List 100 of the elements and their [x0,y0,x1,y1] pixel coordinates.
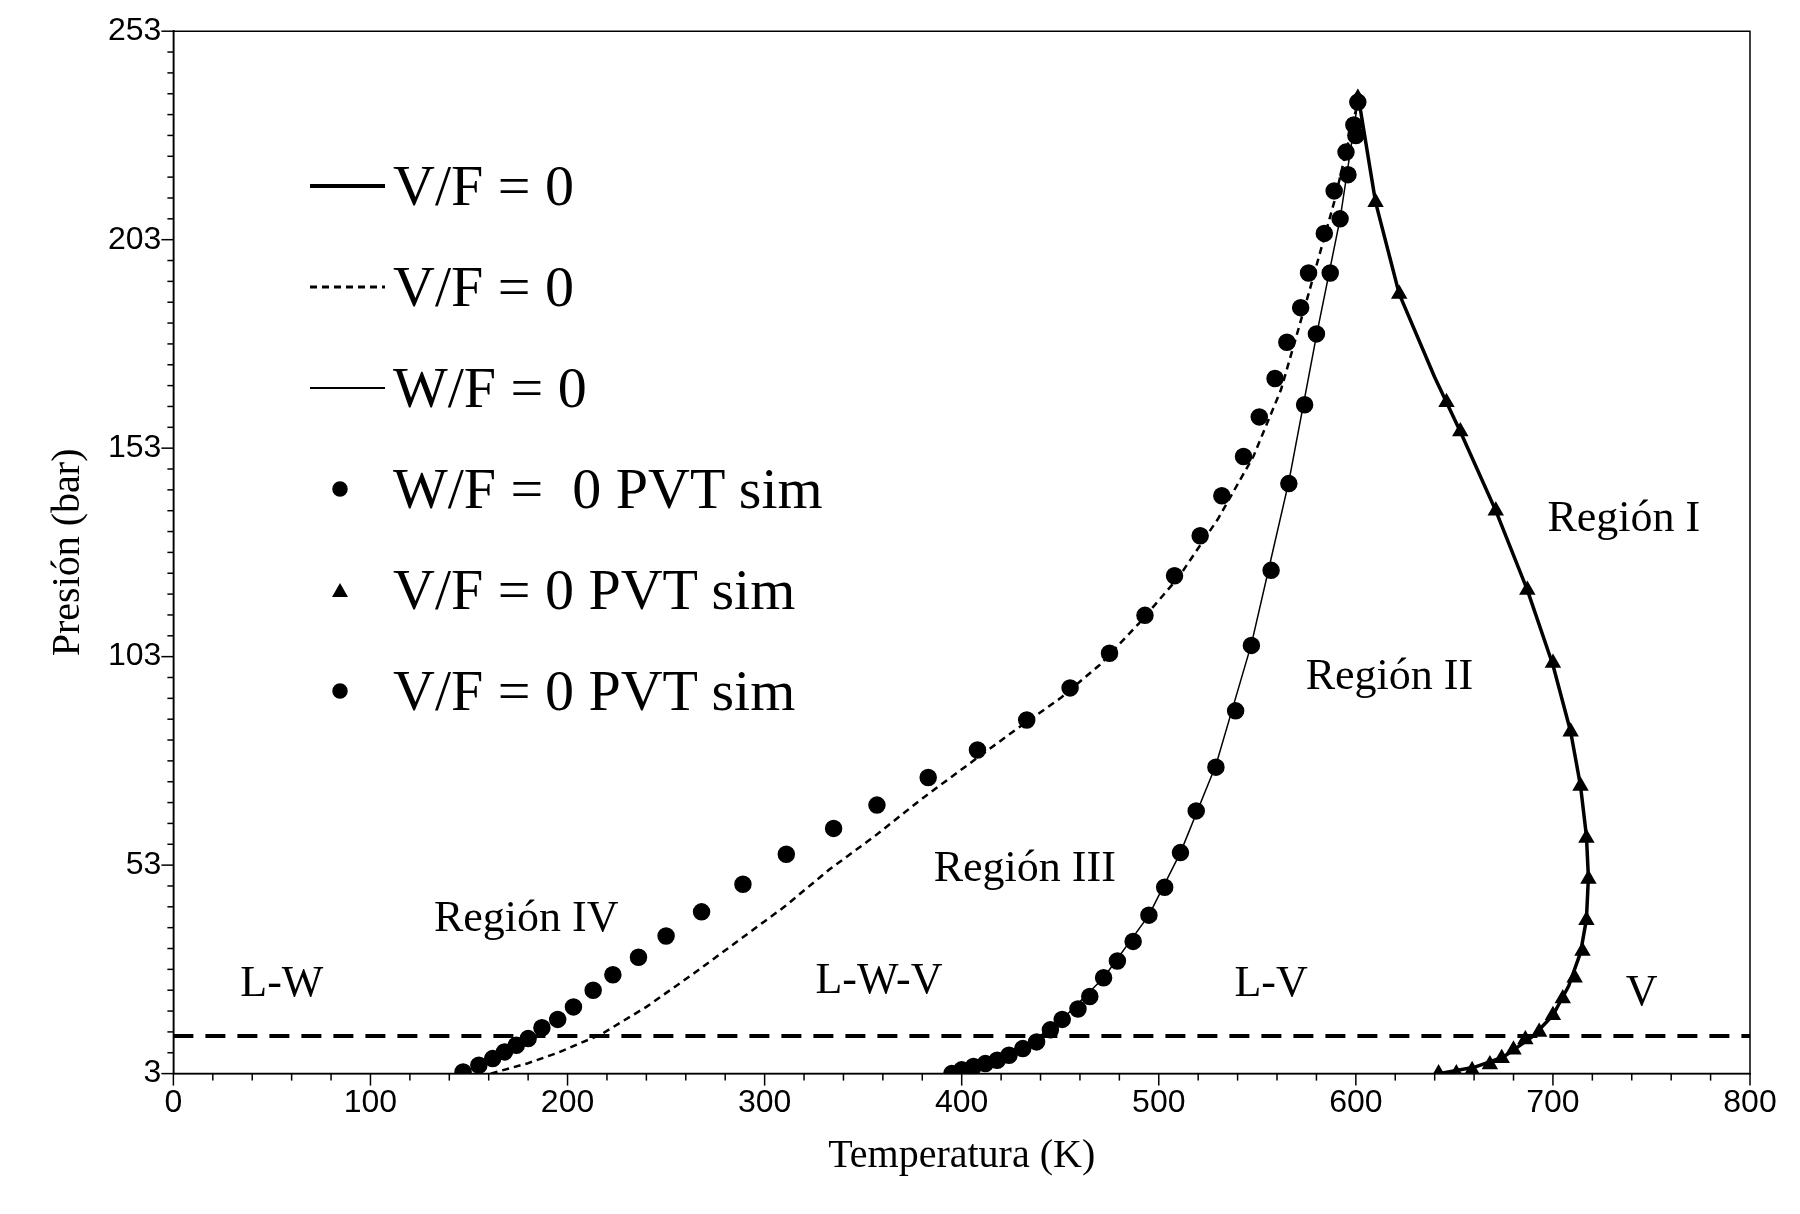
point [1187,802,1205,820]
annotation: L-W [240,956,324,1006]
point [1315,224,1334,243]
point [1578,829,1595,843]
point [1519,581,1535,595]
legend-label: V/F = 0 PVT sim [393,556,796,624]
point [1555,989,1571,1004]
point [1566,968,1583,983]
y-tick-label: 153 [108,427,162,464]
point [1226,702,1245,720]
point [1321,264,1339,282]
point [1213,486,1231,505]
x-tick-label: 800 [1723,1082,1777,1119]
point [692,903,711,921]
annotation: Región II [1305,650,1474,700]
point [1331,210,1349,228]
point [533,1018,551,1037]
y-tick-label: 53 [125,844,162,881]
point [1017,711,1036,729]
point [1325,182,1343,200]
point [629,948,648,967]
point [1482,1055,1498,1070]
point [1545,654,1561,668]
point [1124,932,1142,951]
annotation: Región III [933,841,1116,891]
point [1291,298,1310,317]
point [564,998,583,1016]
point [1391,285,1407,299]
y-tick-label: 203 [108,219,162,256]
y-tick-label: 103 [108,636,162,673]
y-axis-title: Presión (bar) [42,448,88,657]
point [1307,325,1326,343]
annotation: L-W-V [815,954,943,1004]
point [1580,870,1597,884]
point [1545,1006,1561,1020]
x-tick-label: 200 [540,1082,595,1119]
point [1572,777,1589,791]
point [1494,1049,1510,1063]
point [1242,636,1261,655]
point [470,1056,488,1074]
point [1505,1041,1522,1055]
x-tick-label: 100 [343,1082,398,1119]
point [1191,526,1209,545]
point [1339,165,1357,184]
point [868,796,886,814]
y-tick-label: 253 [108,11,162,48]
point [1171,843,1190,862]
point [1061,679,1079,697]
annotation: L-V [1234,956,1308,1006]
point [1069,1000,1087,1018]
point [1562,722,1579,737]
x-tick-label: 700 [1526,1082,1580,1119]
point [1574,942,1591,956]
legend-label: W/F = 0 [393,354,587,422]
point [1094,968,1113,987]
point [1207,758,1225,776]
annotation: Región I [1547,491,1701,541]
point [548,1010,567,1029]
point [1295,396,1314,414]
point [1100,644,1119,663]
point [1367,193,1384,207]
point [604,966,622,984]
point [1250,408,1269,426]
x-tick-label: 600 [1329,1082,1383,1119]
point [1488,501,1504,516]
x-tick-label: 400 [935,1082,989,1119]
point [1108,952,1127,970]
point [584,981,602,999]
point [734,875,752,894]
point [1081,987,1099,1006]
point [1262,561,1280,580]
point [657,927,675,945]
point [968,741,987,759]
point [1280,474,1298,493]
legend-label: W/F = 0 PVT sim [393,455,823,523]
point [1014,1039,1032,1058]
x-tick-label: 500 [1132,1082,1186,1119]
point [1438,393,1455,408]
point [1299,264,1318,282]
annotation: Región IV [433,891,619,941]
point [1136,606,1154,625]
legend-label: V/F = 0 [393,152,574,220]
point [824,819,843,838]
point [1531,1023,1547,1037]
point [1165,567,1184,585]
point [777,845,796,864]
x-tick-label: 0 [164,1082,183,1119]
point [1000,1046,1018,1064]
x-tick-label: 300 [737,1082,792,1119]
point [1578,911,1595,925]
point [1140,906,1158,924]
point [1053,1010,1071,1029]
legend-label: V/F = 0 PVT sim [393,657,796,725]
point [1337,143,1355,161]
point [1278,333,1296,351]
legend-label: V/F = 0 [393,253,574,321]
point [1452,422,1468,437]
y-tick-label: 3 [143,1053,162,1090]
x-axis-title: Temperatura (K) [828,1130,1096,1176]
annotation: V [1625,965,1658,1015]
